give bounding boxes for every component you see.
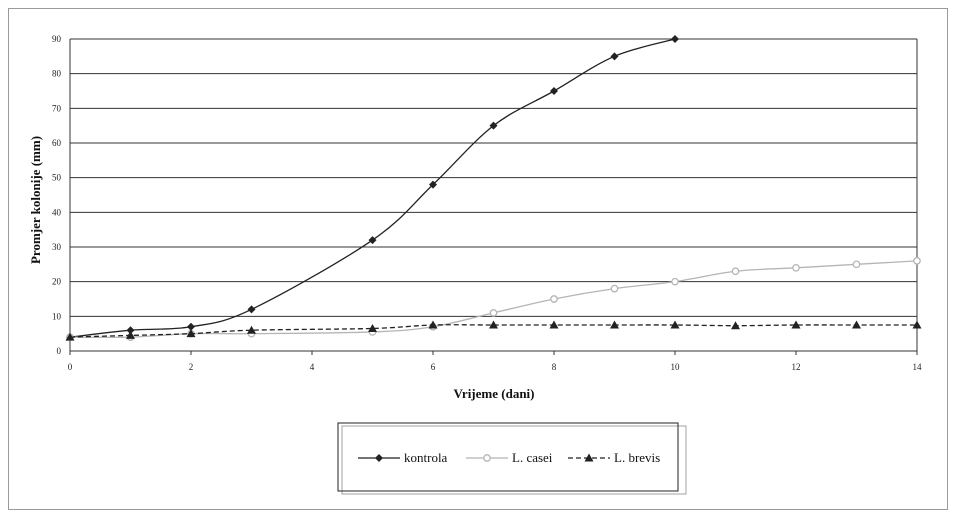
x-tick-label: 8 [552, 362, 557, 372]
data-point-l-brevis [65, 332, 75, 341]
series-kontrola [66, 35, 679, 342]
data-point-l-brevis [186, 329, 196, 338]
data-point-l-casei [550, 295, 558, 303]
legend-label-l-casei: L. casei [512, 450, 553, 465]
y-tick-label: 40 [52, 207, 62, 217]
y-tick-label: 80 [52, 69, 62, 79]
data-point-l-brevis [247, 325, 256, 334]
data-point-l-casei [852, 260, 861, 269]
y-tick-label: 90 [52, 34, 62, 44]
data-point-kontrola [610, 52, 619, 61]
data-point-kontrola [550, 87, 558, 95]
y-tick-labels: 0 10 20 30 40 50 60 70 80 90 [52, 34, 62, 356]
data-point-l-casei [671, 277, 679, 286]
legend-marker-l-brevis [584, 453, 594, 462]
legend-label-kontrola: kontrola [404, 450, 448, 465]
data-point-l-brevis [489, 320, 498, 329]
legend-label-l-brevis: L. brevis [614, 450, 660, 465]
legend-item-l-brevis: L. brevis [568, 450, 660, 465]
data-point-l-brevis [428, 320, 438, 329]
data-point-l-brevis [670, 320, 680, 329]
y-tick-label: 30 [52, 242, 62, 252]
data-point-kontrola [126, 326, 135, 335]
x-tick-labels: 0 2 4 6 8 10 12 14 [68, 362, 922, 372]
x-tick-label: 4 [310, 362, 315, 372]
data-point-l-brevis [549, 320, 559, 329]
data-point-l-casei [731, 267, 740, 276]
series-group [65, 35, 922, 342]
y-tick-label: 0 [57, 346, 62, 356]
y-tick-label: 20 [52, 277, 62, 287]
y-tick-label: 50 [52, 173, 62, 183]
data-point-l-casei [610, 284, 619, 293]
axes [69, 39, 918, 355]
data-point-l-brevis [912, 320, 922, 329]
series-l-brevis [65, 320, 922, 341]
y-axis-title: Promjer kolonije (mm) [28, 136, 43, 264]
data-point-kontrola [671, 35, 679, 43]
x-tick-label: 6 [431, 362, 436, 372]
y-tick-label: 10 [52, 311, 62, 321]
legend: kontrola L. casei L. brevis [337, 422, 687, 495]
data-point-l-casei [489, 309, 498, 317]
data-point-l-casei [913, 257, 921, 265]
data-point-l-brevis [610, 320, 619, 329]
x-tick-label: 2 [189, 362, 194, 372]
series-line-l-brevis [69, 324, 917, 338]
x-tick-label: 14 [913, 362, 923, 372]
data-point-l-brevis [126, 330, 135, 339]
x-tick-label: 10 [671, 362, 681, 372]
x-tick-label: 12 [792, 362, 801, 372]
data-point-kontrola [187, 322, 195, 331]
x-axis-title: Vrijeme (dani) [454, 386, 535, 401]
gridlines [70, 38, 917, 352]
y-tick-label: 60 [52, 138, 62, 148]
data-point-l-brevis [791, 320, 801, 329]
legend-marker-l-casei [483, 454, 491, 462]
data-point-l-brevis [731, 321, 740, 330]
data-point-l-brevis [852, 320, 861, 329]
data-point-l-brevis [368, 323, 377, 332]
data-point-l-casei [792, 263, 800, 272]
legend-item-kontrola: kontrola [358, 450, 448, 465]
series-line-kontrola [69, 38, 676, 338]
data-point-kontrola [368, 236, 377, 245]
data-point-kontrola [489, 121, 498, 130]
y-tick-label: 70 [52, 103, 62, 113]
data-point-kontrola [429, 180, 437, 189]
legend-item-l-casei: L. casei [466, 450, 553, 465]
legend-marker-kontrola [375, 454, 383, 462]
data-point-kontrola [247, 305, 256, 314]
x-tick-label: 0 [68, 362, 73, 372]
